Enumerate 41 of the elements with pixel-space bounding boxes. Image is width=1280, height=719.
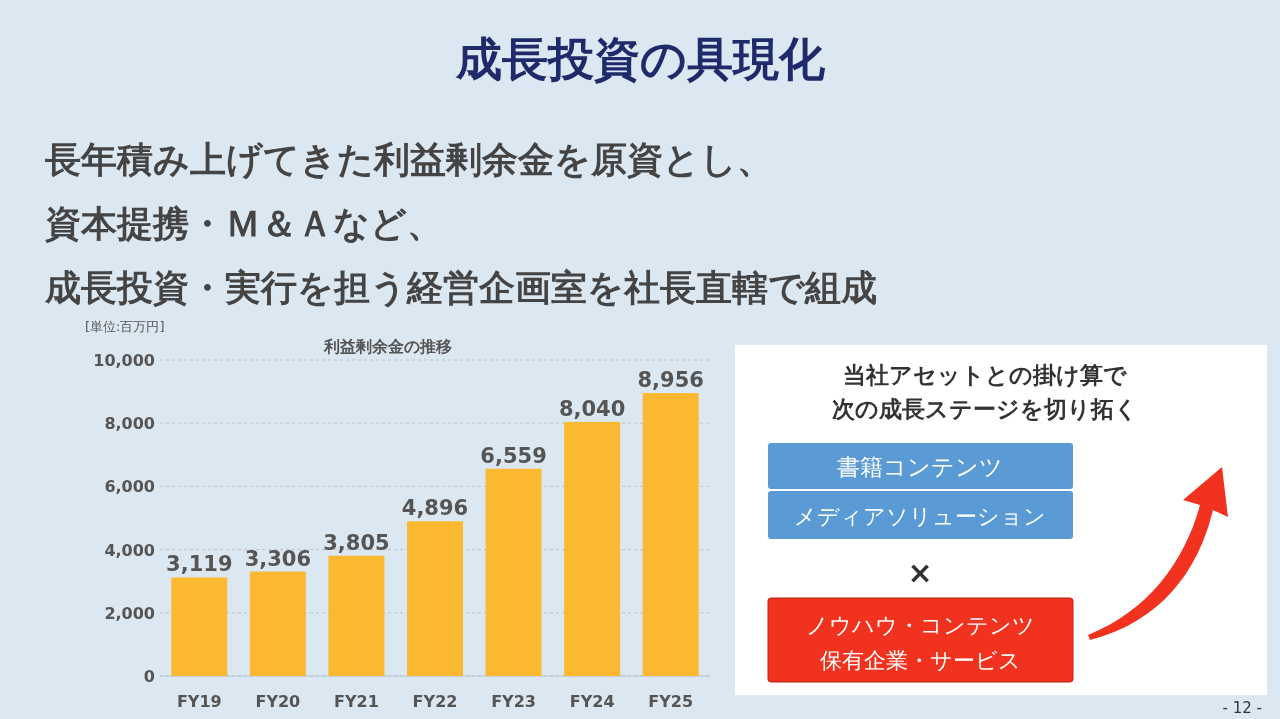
x-tick-label: FY24 (569, 692, 615, 711)
data-label: 3,119 (166, 552, 233, 577)
data-label: 6,559 (480, 443, 547, 468)
data-label: 8,956 (637, 367, 704, 392)
text: 書籍コンテンツ (837, 454, 1003, 480)
bar (407, 521, 463, 676)
chart-title: 利益剰余金の推移 (323, 337, 452, 356)
text: × (907, 555, 933, 590)
bar (249, 571, 306, 676)
text: メディアソリューション (794, 504, 1046, 529)
y-tick-label: 4,000 (104, 540, 155, 560)
y-tick-label: 0 (143, 667, 155, 686)
text: ノウハウ・コンテンツ (805, 613, 1035, 638)
bar (328, 555, 385, 676)
bar (171, 577, 228, 676)
data-label: 3,805 (323, 530, 390, 555)
text: 当社アセットとの掛け算で (843, 362, 1127, 388)
text: 長年積み上げてきた利益剰余金を原資とし、 (44, 139, 773, 180)
x-tick-label: FY22 (412, 692, 458, 711)
bar (564, 421, 621, 676)
text: 資本提携・Ｍ＆Ａなど、 (45, 203, 443, 244)
y-tick-label: 10,000 (93, 351, 155, 370)
text: - 12 - (1222, 699, 1262, 717)
data-label: 3,306 (244, 546, 312, 571)
y-axis-title: [単位:百万円] (85, 319, 165, 334)
x-tick-label: FY21 (334, 692, 379, 711)
bar (485, 468, 542, 676)
text: 保有企業・サービス (819, 648, 1021, 673)
data-label: 4,896 (401, 496, 469, 521)
text: 成長投資の具現化 (454, 32, 826, 86)
text: 次の成長ステージを切り拓く (832, 396, 1138, 422)
x-tick-label: FY23 (491, 692, 536, 711)
x-tick-label: FY20 (255, 692, 301, 711)
x-tick-label: FY19 (176, 692, 222, 711)
bar (642, 392, 699, 676)
y-tick-label: 8,000 (104, 414, 155, 434)
x-tick-label: FY25 (648, 692, 694, 711)
text: 成長投資・実行を担う経営企画室を社長直轄で組成 (44, 267, 877, 308)
y-tick-label: 6,000 (104, 477, 155, 497)
data-label: 8,040 (558, 396, 626, 421)
y-tick-label: 2,000 (104, 603, 155, 623)
